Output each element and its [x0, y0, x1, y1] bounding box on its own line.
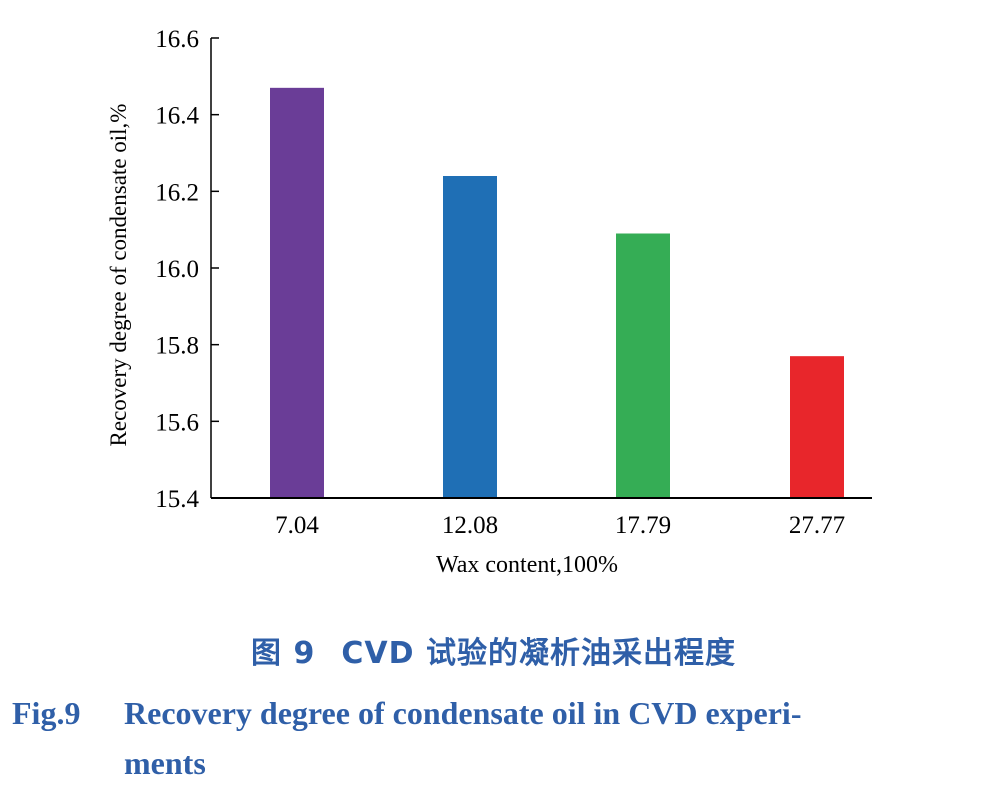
y-tick-label: 15.4 [155, 486, 199, 513]
figure-caption-english: Fig.9 Recovery degree of condensate oil i… [12, 688, 972, 788]
bar-7-04 [270, 87, 324, 498]
x-tick-label: 17.79 [615, 512, 671, 539]
caption-cn-title: CVD 试验的凝析油采出程度 [341, 636, 736, 671]
caption-en-number: Fig.9 [12, 695, 81, 731]
y-tick-label: 15.8 [155, 333, 199, 360]
y-axis-label: Recovery degree of condensate oil,% [106, 104, 131, 447]
bar-chart: 15.4 15.6 15.8 16.0 16.2 16.4 16.6 7.04 12.08 17… [106, 26, 872, 578]
caption-en-title-line1: Recovery degree of condensate oil in CVD… [124, 695, 802, 731]
bars-group [270, 87, 844, 498]
x-tick-label: 27.77 [789, 512, 845, 539]
y-tick-label: 16.4 [155, 103, 199, 130]
x-axis-label: Wax content,100% [436, 552, 618, 578]
y-ticks-group: 15.4 15.6 15.8 16.0 16.2 16.4 16.6 [155, 26, 219, 513]
bar-17-79 [616, 233, 670, 498]
caption-en-title-line2: ments [124, 745, 206, 781]
y-tick-label: 15.6 [155, 409, 199, 436]
x-tick-label: 7.04 [275, 512, 319, 539]
x-ticks-group: 7.04 12.08 17.79 27.77 [275, 512, 845, 539]
bar-12-08 [443, 176, 497, 498]
y-tick-label: 16.2 [155, 179, 199, 206]
y-tick-label: 16.6 [155, 26, 199, 53]
y-tick-label: 16.0 [155, 256, 199, 283]
caption-cn-number: 图 9 [251, 636, 316, 671]
bar-27-77 [790, 356, 844, 498]
figure-caption-chinese: 图 9 CVD 试验的凝析油采出程度 [0, 628, 987, 672]
x-tick-label: 12.08 [442, 512, 498, 539]
